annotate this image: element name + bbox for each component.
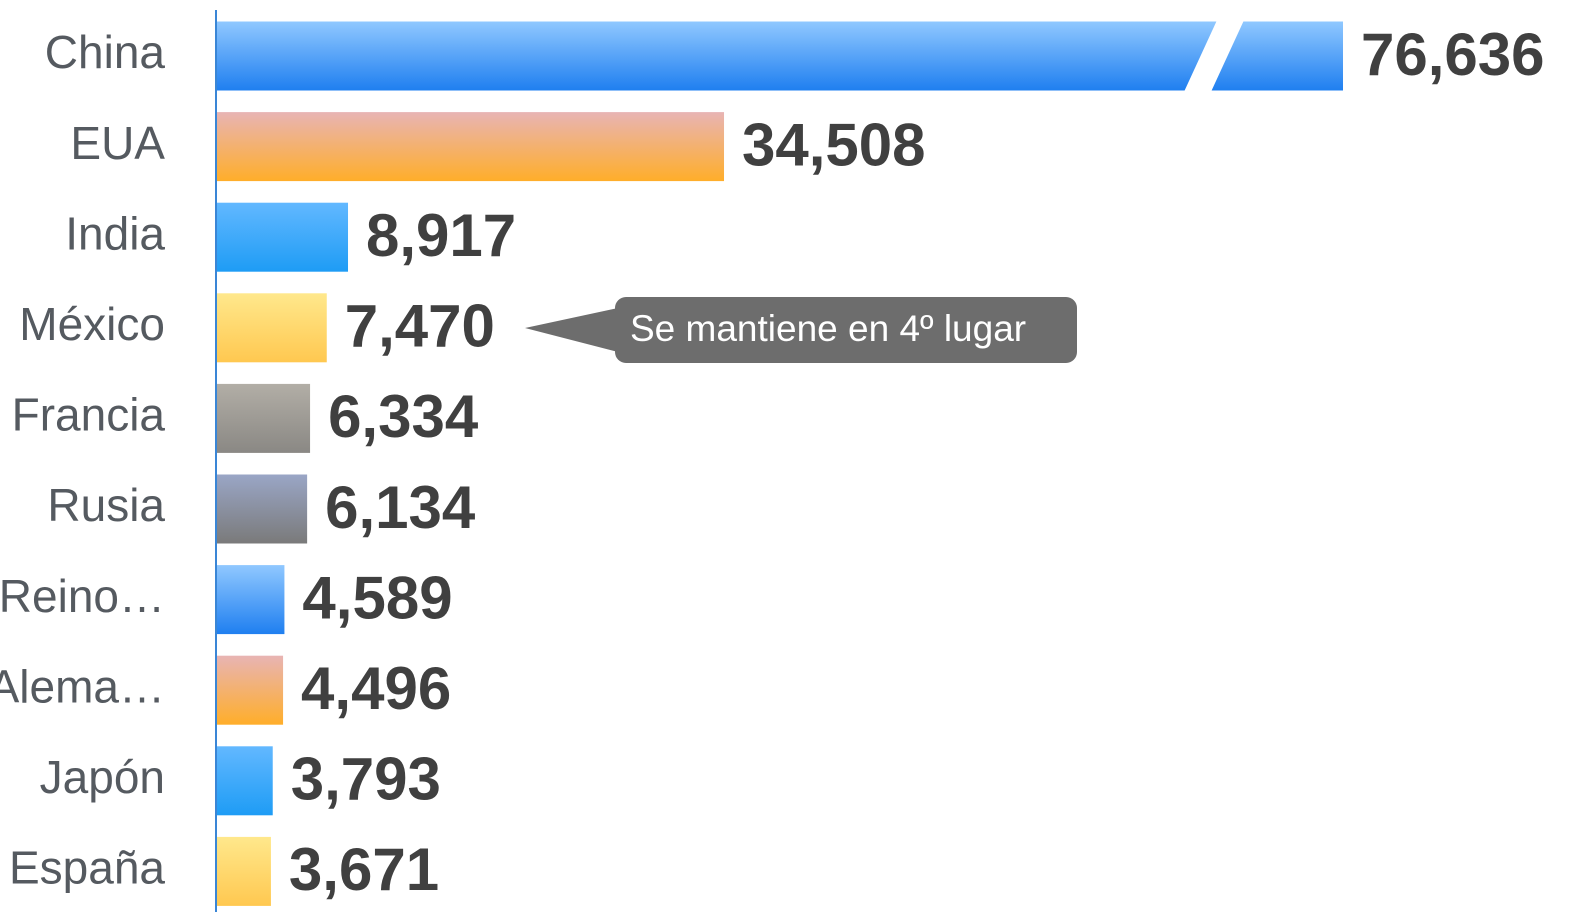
bar <box>217 746 273 816</box>
value-label: 4,589 <box>302 564 452 631</box>
value-label: 8,917 <box>366 202 516 269</box>
value-label: 4,496 <box>301 655 451 722</box>
bar <box>217 474 308 544</box>
bar <box>217 293 327 363</box>
value-label: 6,334 <box>328 383 479 450</box>
category-label: China <box>45 26 166 78</box>
category-label: Alema… <box>0 660 165 712</box>
bar <box>217 836 271 906</box>
value-label: 6,134 <box>325 474 476 541</box>
category-label: Japón <box>40 751 165 803</box>
category-label: Rusia <box>47 479 165 531</box>
category-label: España <box>9 842 165 894</box>
category-label: Reino… <box>0 570 165 622</box>
annotation: Se mantiene en 4º lugar <box>630 308 1026 349</box>
axis-break <box>1183 18 1245 94</box>
bar <box>217 383 311 453</box>
bar <box>217 202 349 272</box>
callout-box <box>615 297 1077 363</box>
value-label: 76,636 <box>1361 21 1545 88</box>
bar <box>217 565 285 635</box>
bar <box>217 112 725 182</box>
bar <box>217 21 1343 91</box>
bar <box>217 655 284 725</box>
category-label: Francia <box>12 389 166 441</box>
category-label: EUA <box>70 117 165 169</box>
callout-pointer <box>525 308 618 352</box>
value-label: 3,671 <box>289 836 439 903</box>
bars: China 76,636 EUA 34,508 India 8,917 México 7,47… <box>0 21 1545 906</box>
category-label: India <box>65 207 165 259</box>
value-label: 7,470 <box>345 293 495 360</box>
value-label: 34,508 <box>742 111 926 178</box>
category-label: México <box>19 298 165 350</box>
value-label: 3,793 <box>291 746 441 813</box>
